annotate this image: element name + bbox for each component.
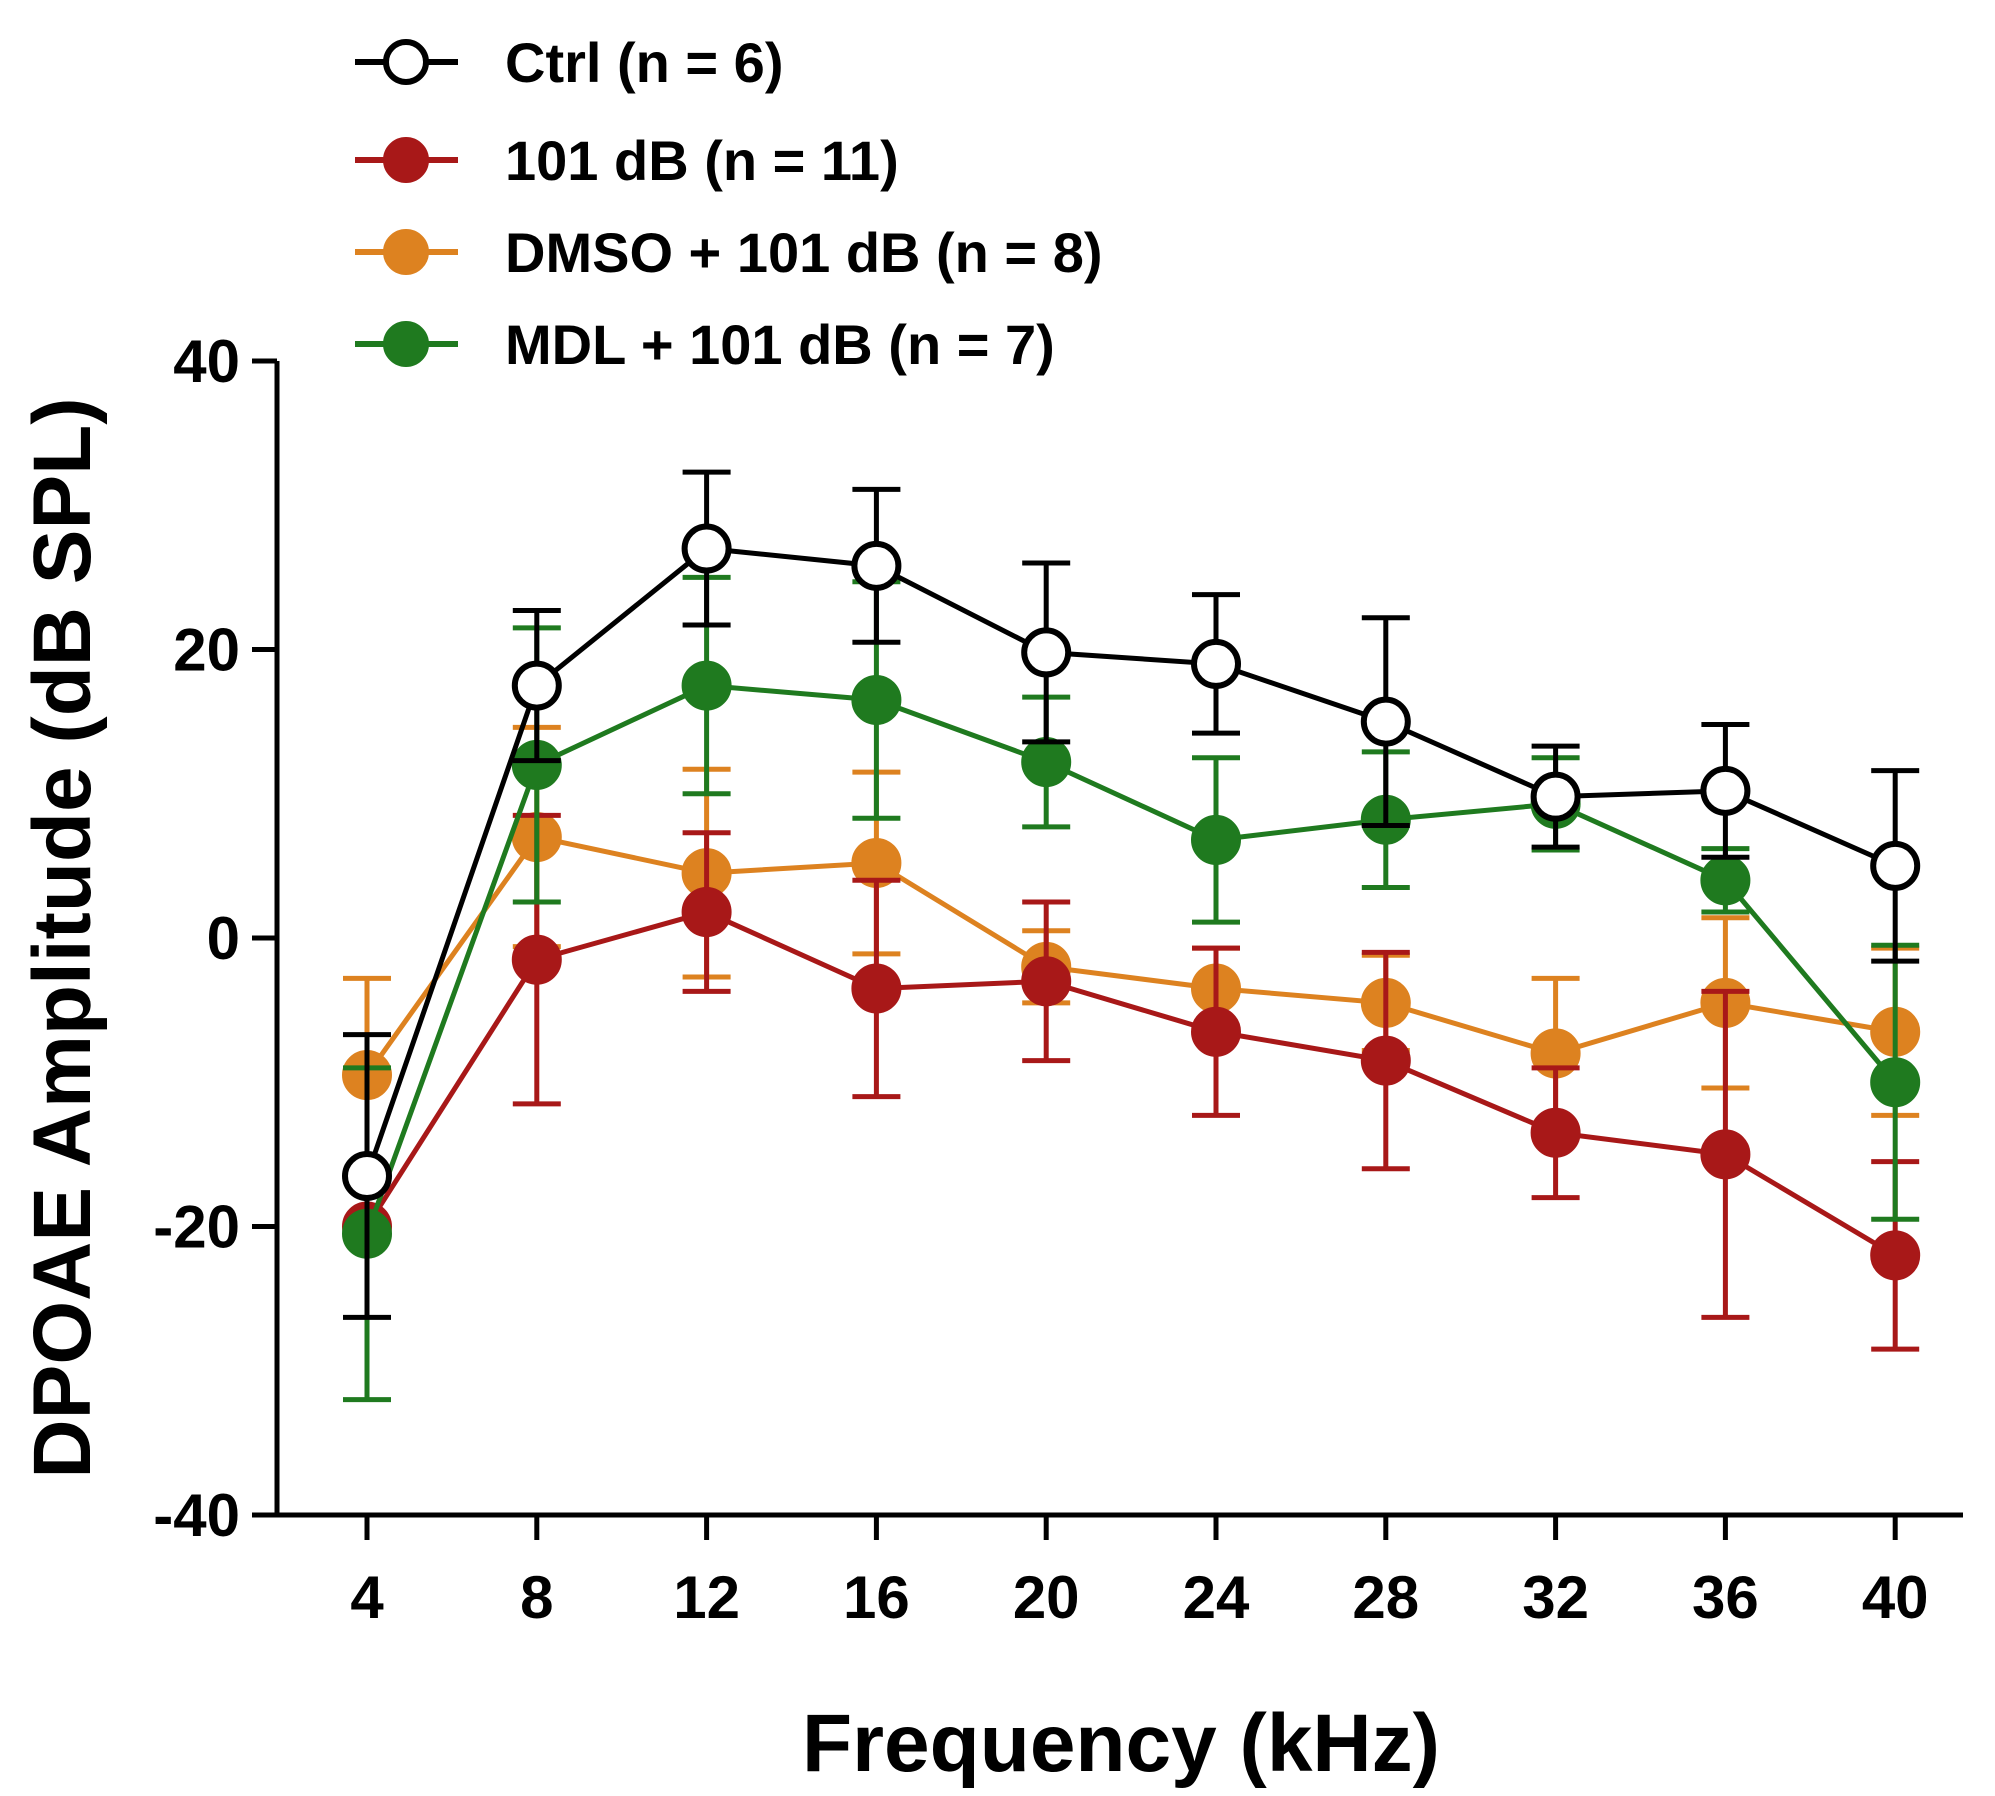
data-point — [1700, 765, 1751, 816]
data-point — [851, 540, 902, 591]
data-point — [511, 934, 562, 985]
series-line — [364, 909, 1897, 1258]
y-tick-label: 20 — [173, 617, 240, 684]
y-axis-label: DPOAE Amplitude (dB SPL) — [17, 397, 108, 1478]
data-point — [1870, 840, 1921, 891]
legend-marker — [383, 321, 429, 367]
data-point — [1870, 1057, 1921, 1108]
legend-marker — [383, 137, 429, 183]
x-tick-label: 36 — [1692, 1564, 1759, 1631]
legend-item-2: DMSO + 101 dB (n = 8) — [355, 221, 1103, 284]
x-tick-label: 8 — [520, 1564, 553, 1631]
legend-item-0: Ctrl (n = 6) — [355, 31, 783, 94]
data-point — [1530, 1107, 1581, 1158]
legend-label: 101 dB (n = 11) — [505, 129, 899, 192]
data-point — [681, 523, 732, 574]
legend-item-3: MDL + 101 dB (n = 7) — [355, 313, 1055, 376]
x-tick-label: 24 — [1183, 1564, 1250, 1631]
legend-item-1: 101 dB (n = 11) — [355, 129, 899, 192]
x-tick-label: 20 — [1013, 1564, 1080, 1631]
data-point — [1700, 1129, 1751, 1180]
series-line — [364, 545, 1897, 1177]
legend-label: Ctrl (n = 6) — [505, 31, 783, 94]
data-point — [1360, 696, 1411, 747]
data-point — [681, 887, 732, 938]
data-point — [1191, 814, 1241, 865]
y-tick-label: -40 — [153, 1482, 240, 1549]
series-3 — [342, 574, 1921, 1403]
data-point — [1021, 627, 1072, 678]
legend-marker — [383, 39, 429, 85]
data-point — [1700, 855, 1751, 906]
series-0 — [342, 469, 1921, 1320]
y-tick-label: -20 — [153, 1194, 240, 1261]
data-point — [1191, 1006, 1241, 1057]
series-layer — [342, 469, 1921, 1403]
data-point — [851, 674, 902, 725]
data-point — [851, 963, 902, 1014]
data-point — [1021, 956, 1072, 1007]
legend-marker — [383, 229, 429, 275]
legend: Ctrl (n = 6) 101 dB (n = 11) DMSO + 101 dB… — [355, 31, 1103, 376]
y-ticks: 40 20 0 -20 -40 — [153, 328, 277, 1549]
x-ticks: 4 8 12 16 20 24 28 32 36 40 — [350, 1515, 1929, 1631]
data-point — [511, 660, 562, 711]
data-point — [1360, 1035, 1411, 1086]
x-tick-label: 12 — [673, 1564, 740, 1631]
y-tick-label: 0 — [207, 905, 240, 972]
y-tick-label: 40 — [173, 328, 240, 395]
x-tick-label: 4 — [350, 1564, 384, 1631]
x-tick-label: 28 — [1352, 1564, 1419, 1631]
x-tick-label: 16 — [843, 1564, 910, 1631]
data-point — [1870, 1230, 1921, 1281]
x-tick-label: 32 — [1522, 1564, 1589, 1631]
data-point — [1021, 737, 1072, 788]
legend-label: MDL + 101 dB (n = 7) — [505, 313, 1055, 376]
data-point — [681, 660, 732, 711]
series-line — [364, 834, 1896, 1077]
data-point — [1191, 638, 1241, 689]
series-1 — [342, 812, 1921, 1352]
legend-label: DMSO + 101 dB (n = 8) — [505, 221, 1103, 284]
series-line — [364, 683, 1898, 1235]
x-axis-label: Frequency (kHz) — [802, 1698, 1440, 1789]
data-point — [342, 1151, 392, 1202]
x-tick-label: 40 — [1862, 1564, 1929, 1631]
data-point — [1530, 771, 1581, 822]
